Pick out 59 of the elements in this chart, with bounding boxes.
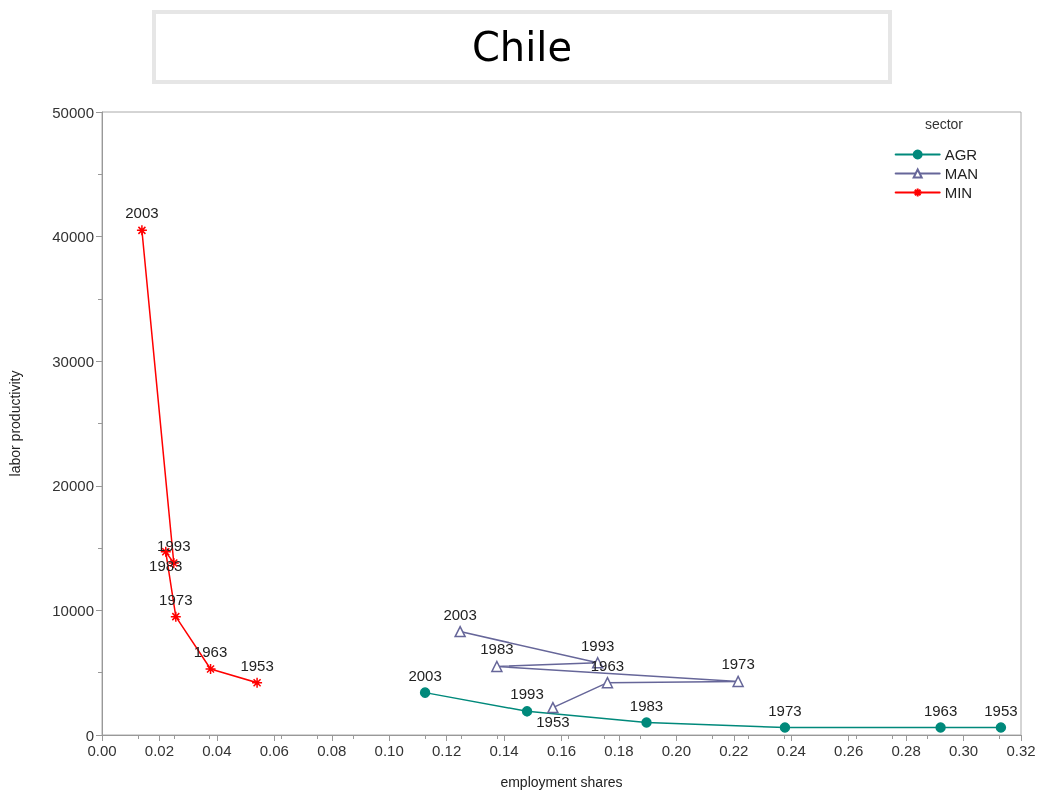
annotation: 1953 [240, 656, 274, 674]
x-tick-label: 0.16 [546, 742, 577, 759]
annotation: 1973 [768, 701, 802, 719]
x-tick-label: 0.10 [374, 742, 404, 759]
annotation: 1983 [480, 640, 514, 658]
annotation: 1963 [590, 656, 625, 674]
point [419, 687, 431, 698]
point [521, 706, 533, 717]
point [601, 676, 614, 689]
point [204, 663, 217, 675]
x-tick-label: 0.18 [604, 742, 634, 759]
y-tick-label: 0 [85, 726, 94, 744]
point [454, 625, 466, 638]
y-tick-label: 50000 [52, 103, 94, 121]
point [935, 722, 946, 733]
y-tick-label: 30000 [52, 352, 94, 370]
x-tick-label: 0.12 [432, 742, 462, 759]
x-tick-label: 0.02 [144, 742, 175, 759]
point [136, 224, 148, 237]
annotation: 1993 [510, 685, 544, 703]
x-axis-title: employment shares [500, 774, 623, 790]
point [251, 676, 263, 689]
point [779, 722, 791, 733]
y-axis-title: labor productivity [7, 370, 23, 477]
legend-title: sector [924, 116, 964, 132]
point [995, 722, 1007, 733]
point [732, 675, 744, 688]
y-tick-label: 20000 [52, 477, 94, 495]
x-tick-label: 0.14 [489, 742, 519, 759]
annotation: 2003 [443, 605, 477, 623]
annotation: 1983 [629, 696, 664, 714]
annotation: 1973 [721, 655, 755, 673]
x-tick-label: 0.24 [776, 742, 806, 759]
point [491, 660, 503, 673]
legend-label: MIN [944, 184, 973, 201]
chart-title: Chile [152, 10, 892, 84]
point [170, 610, 182, 623]
annotation: 1963 [923, 701, 958, 719]
x-tick-label: 0.08 [317, 742, 347, 759]
x-tick-label: 0.22 [719, 742, 749, 759]
x-tick-label: 0.32 [1006, 742, 1036, 759]
x-tick-label: 0.30 [948, 742, 979, 759]
annotation: 1953 [536, 712, 570, 730]
annotation: 1953 [984, 701, 1018, 719]
point [641, 717, 652, 728]
legend-label: MAN [944, 165, 979, 182]
x-tick-label: 0.20 [661, 742, 691, 759]
point [547, 701, 559, 714]
y-tick-label: 40000 [52, 228, 94, 246]
x-tick-label: 0.06 [259, 742, 289, 759]
x-tick-label: 0.04 [202, 742, 232, 759]
x-tick-label: 0.26 [834, 742, 864, 759]
x-tick-label: 0.28 [891, 742, 921, 759]
annotation: 1993 [581, 636, 615, 654]
annotation: 2003 [125, 204, 159, 222]
annotation: 2003 [408, 666, 442, 684]
y-tick-label: 10000 [52, 601, 94, 619]
legend-label: AGR [944, 146, 978, 163]
x-tick-label: 0.00 [87, 742, 117, 759]
